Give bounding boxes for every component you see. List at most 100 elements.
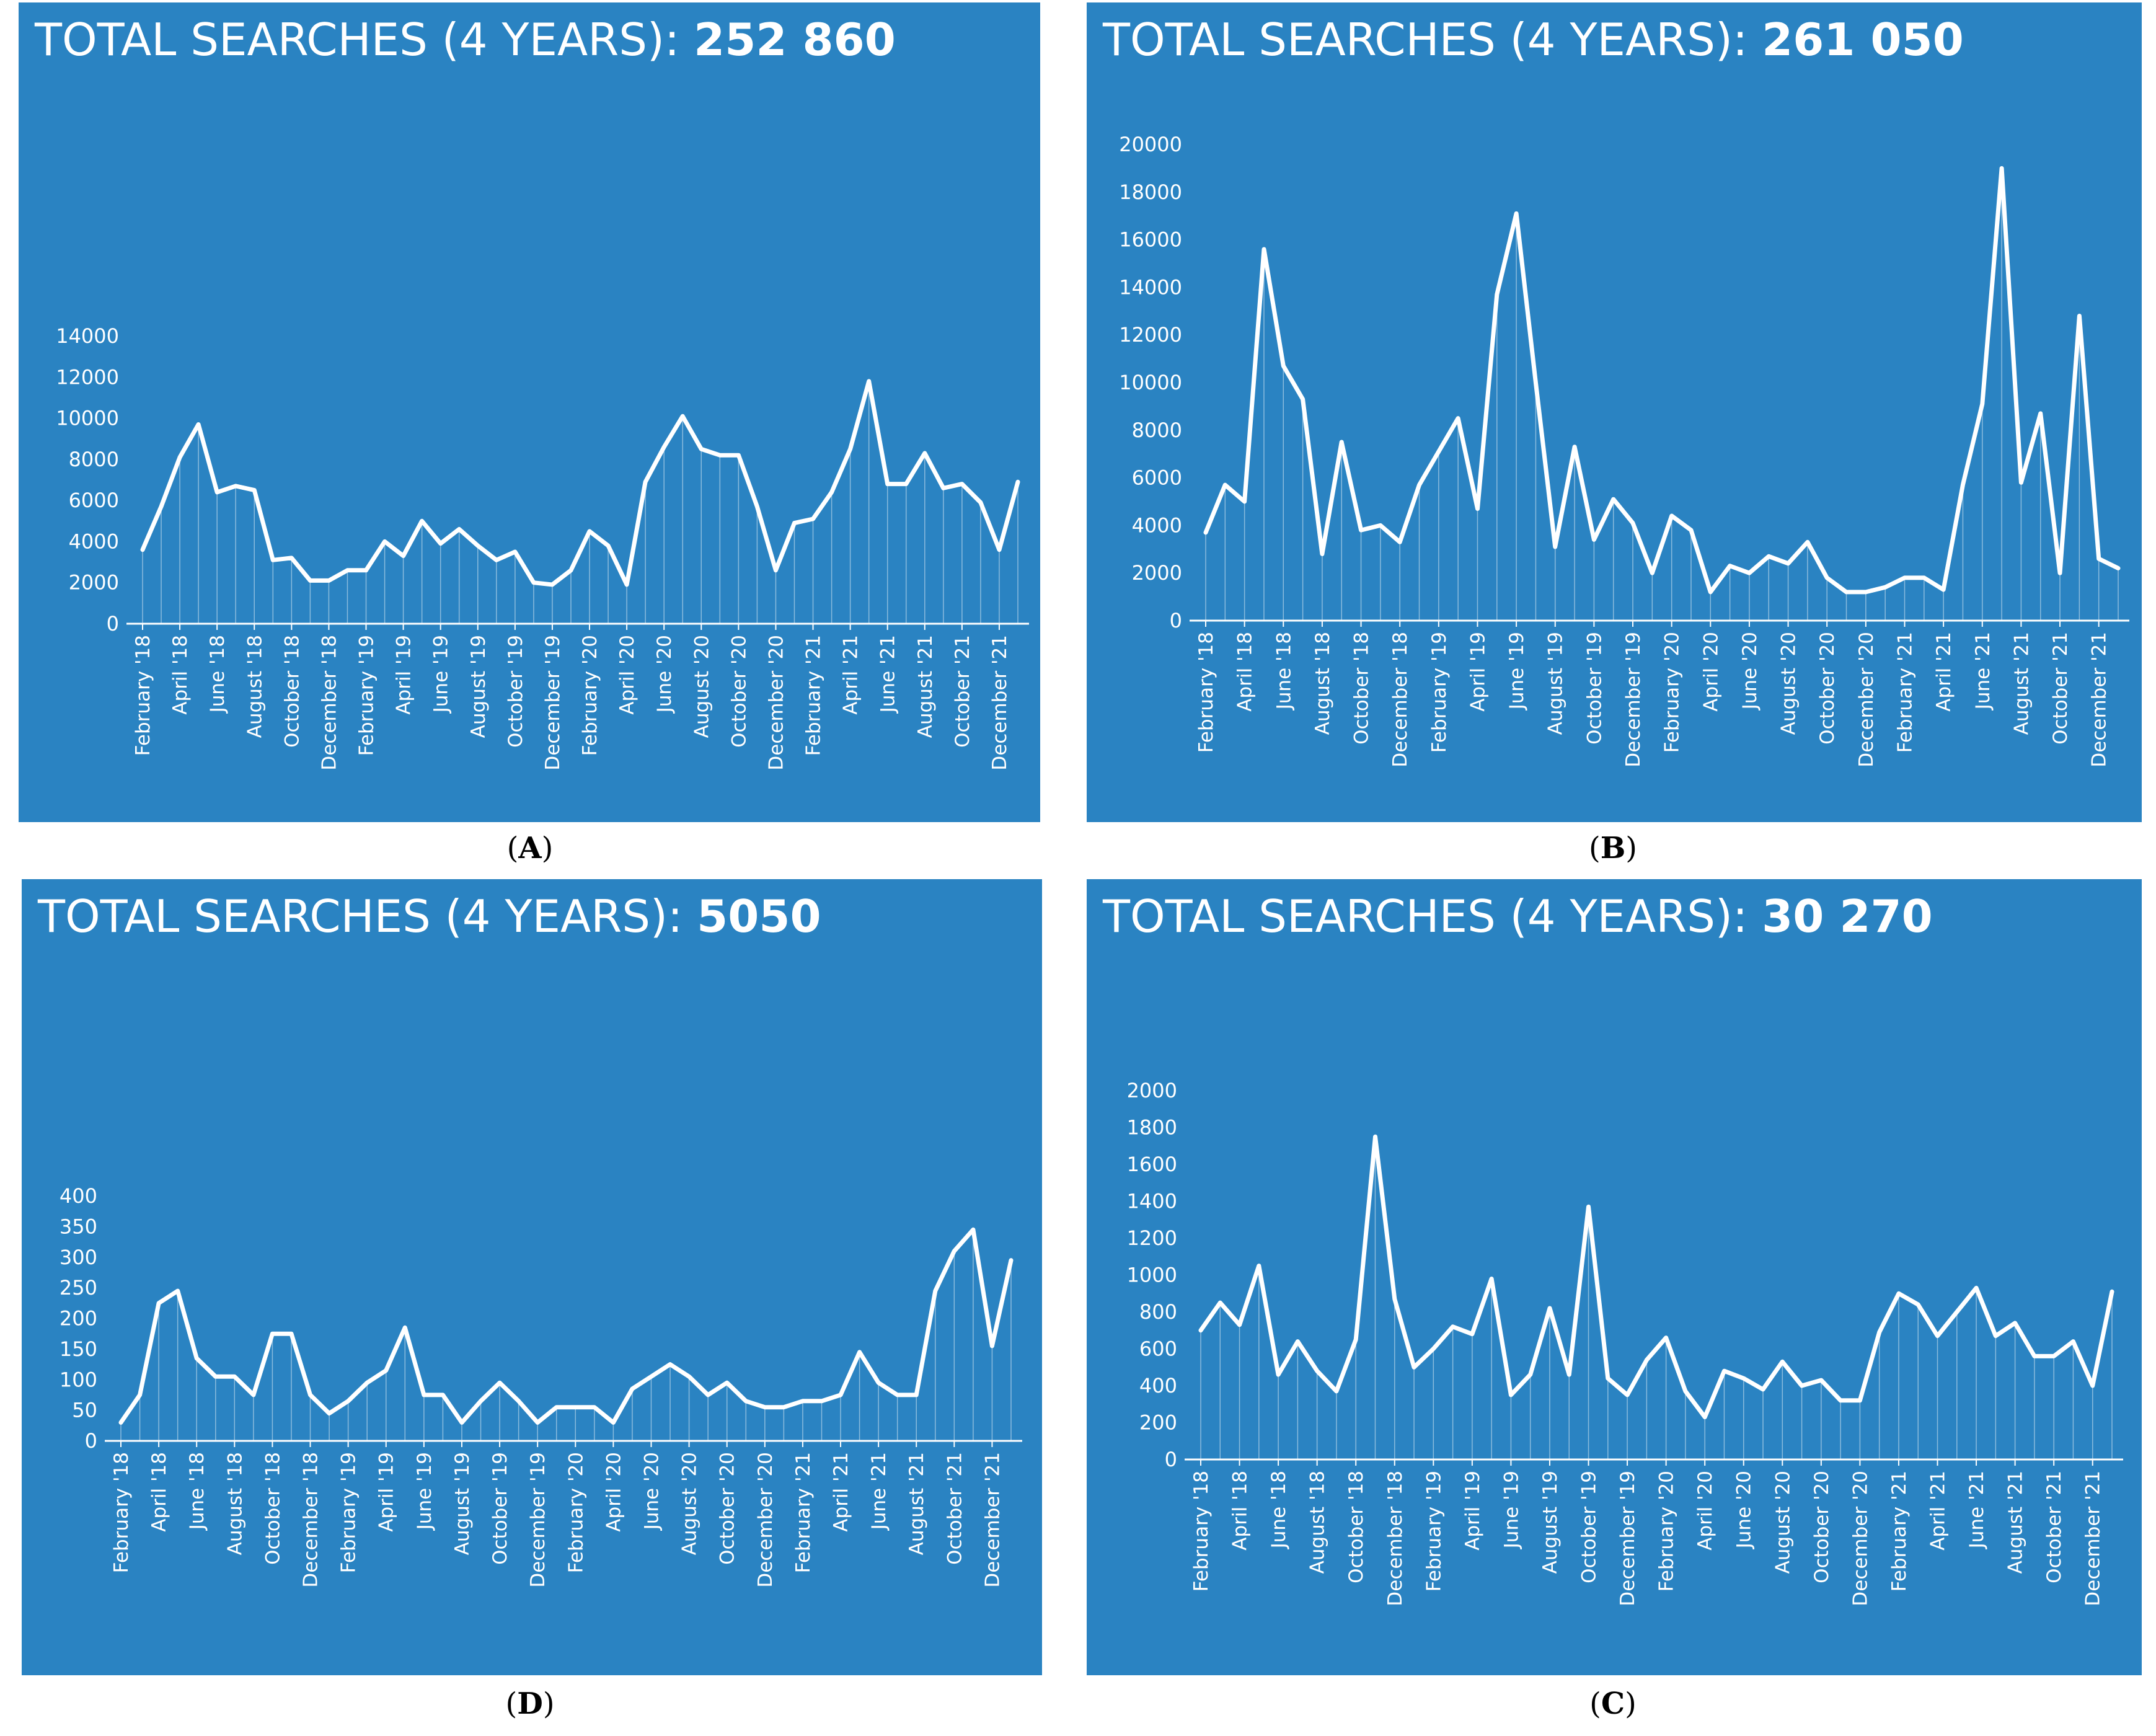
caption-b: (B) bbox=[1588, 831, 1638, 866]
data-point bbox=[1689, 528, 1693, 533]
y-tick-label: 350 bbox=[60, 1215, 97, 1238]
data-point bbox=[2116, 566, 2120, 570]
x-tick-label: April '20 bbox=[616, 635, 638, 715]
data-point bbox=[1354, 1337, 1358, 1342]
data-point bbox=[857, 1350, 862, 1354]
x-tick-label: August '18 bbox=[1312, 632, 1334, 735]
data-point bbox=[457, 527, 461, 531]
data-point bbox=[1373, 1135, 1377, 1139]
data-point bbox=[1320, 552, 1324, 556]
data-point bbox=[516, 1399, 521, 1403]
data-point bbox=[1242, 500, 1247, 503]
x-tick-label: December '19 bbox=[527, 1452, 549, 1588]
data-point bbox=[1606, 1376, 1610, 1381]
data-point bbox=[1961, 483, 1965, 487]
data-point bbox=[1586, 1205, 1591, 1209]
data-point bbox=[441, 1393, 445, 1397]
data-point bbox=[1218, 1301, 1222, 1305]
data-point bbox=[157, 1301, 161, 1305]
data-point bbox=[829, 490, 834, 494]
x-tick-label: August '21 bbox=[914, 635, 937, 738]
data-point bbox=[213, 1375, 218, 1379]
data-point bbox=[1528, 1373, 1532, 1377]
data-point bbox=[2013, 1321, 2017, 1325]
data-point bbox=[232, 1375, 237, 1379]
chart-panel-a: TOTAL SEARCHES (4 YEARS): 252 860 0 2000 4… bbox=[19, 2, 1040, 822]
data-point bbox=[978, 500, 983, 505]
x-tick-label: August '19 bbox=[1545, 632, 1567, 735]
data-point bbox=[1009, 1258, 1013, 1262]
data-point bbox=[1786, 561, 1790, 565]
x-tick-label: June '18 bbox=[206, 635, 229, 714]
data-point bbox=[2090, 1384, 2095, 1388]
y-tick-label: 14000 bbox=[56, 324, 119, 348]
data-point bbox=[885, 482, 890, 486]
data-point bbox=[1974, 1286, 1979, 1290]
x-tick-label: April '21 bbox=[1927, 1471, 1950, 1551]
data-point bbox=[895, 1393, 899, 1397]
data-point bbox=[1237, 1322, 1242, 1327]
data-point bbox=[1334, 1389, 1338, 1393]
data-point bbox=[498, 1381, 502, 1385]
data-point bbox=[289, 556, 294, 560]
series-line bbox=[1198, 1134, 2114, 1420]
data-point bbox=[251, 1393, 255, 1397]
x-tick-label: June '21 bbox=[877, 635, 899, 714]
data-point bbox=[195, 1356, 199, 1360]
data-point bbox=[1475, 507, 1480, 511]
x-tick-label: October '20 bbox=[1811, 1471, 1833, 1583]
x-tick-label: June '20 bbox=[1733, 1471, 1756, 1549]
data-point bbox=[1994, 1334, 1998, 1338]
data-point bbox=[922, 451, 927, 455]
x-tick-label: February '20 bbox=[579, 635, 601, 756]
x-tick-label: October '21 bbox=[943, 1452, 966, 1565]
x-tick-label: June '21 bbox=[1972, 632, 1994, 711]
y-tick-label: 2000 bbox=[69, 571, 119, 595]
x-tick-label: February '19 bbox=[1428, 632, 1451, 753]
x-tick-label: August '20 bbox=[1778, 632, 1800, 735]
panel-title-d: TOTAL SEARCHES (4 YEARS): 5050 bbox=[38, 890, 821, 942]
data-point bbox=[820, 1399, 824, 1403]
data-point bbox=[1741, 1376, 1746, 1381]
data-point bbox=[744, 1399, 748, 1403]
x-tick-label: April '19 bbox=[1462, 1471, 1484, 1551]
data-point bbox=[119, 1420, 123, 1425]
x-tick-label: December '21 bbox=[2088, 632, 2111, 768]
data-point bbox=[1257, 1264, 1261, 1268]
total-searches-value: 252 860 bbox=[694, 14, 896, 66]
x-tick-label: October '19 bbox=[1578, 1471, 1601, 1583]
x-tick-label: June '21 bbox=[1966, 1471, 1988, 1549]
y-tick-label: 16000 bbox=[1119, 228, 1182, 252]
x-tick-label: June '19 bbox=[1506, 632, 1528, 711]
data-point bbox=[1340, 440, 1344, 444]
x-tick-label: June '20 bbox=[1739, 632, 1761, 711]
data-point bbox=[175, 1289, 180, 1293]
data-point bbox=[364, 568, 368, 572]
data-point bbox=[1276, 1373, 1281, 1377]
data-point bbox=[1301, 397, 1305, 401]
data-point bbox=[1625, 1393, 1630, 1397]
data-point bbox=[494, 558, 498, 562]
y-tick-label: 14000 bbox=[1119, 275, 1182, 299]
data-point bbox=[611, 1420, 616, 1425]
data-point bbox=[138, 1393, 142, 1397]
y-tick-label: 1000 bbox=[1127, 1264, 1177, 1287]
data-point bbox=[1645, 1358, 1649, 1362]
x-tick-label: June '19 bbox=[430, 635, 453, 714]
total-searches-value: 5050 bbox=[697, 890, 821, 942]
x-tick-label: April '19 bbox=[393, 635, 415, 715]
data-point bbox=[1650, 571, 1655, 575]
data-point bbox=[839, 1393, 843, 1397]
panel-title-a: TOTAL SEARCHES (4 YEARS): 252 860 bbox=[35, 14, 896, 66]
x-tick-label: February '19 bbox=[1423, 1471, 1445, 1592]
data-point bbox=[1839, 1398, 1843, 1402]
y-tick-label: 100 bbox=[60, 1368, 97, 1391]
data-point bbox=[1223, 483, 1227, 487]
data-point bbox=[1261, 247, 1266, 251]
data-point bbox=[1611, 497, 1615, 502]
data-point bbox=[952, 1249, 957, 1253]
data-point bbox=[2000, 166, 2004, 170]
y-tick-label: 800 bbox=[1139, 1300, 1177, 1324]
x-tick-label: August '19 bbox=[467, 635, 490, 738]
data-point bbox=[2096, 557, 2101, 561]
